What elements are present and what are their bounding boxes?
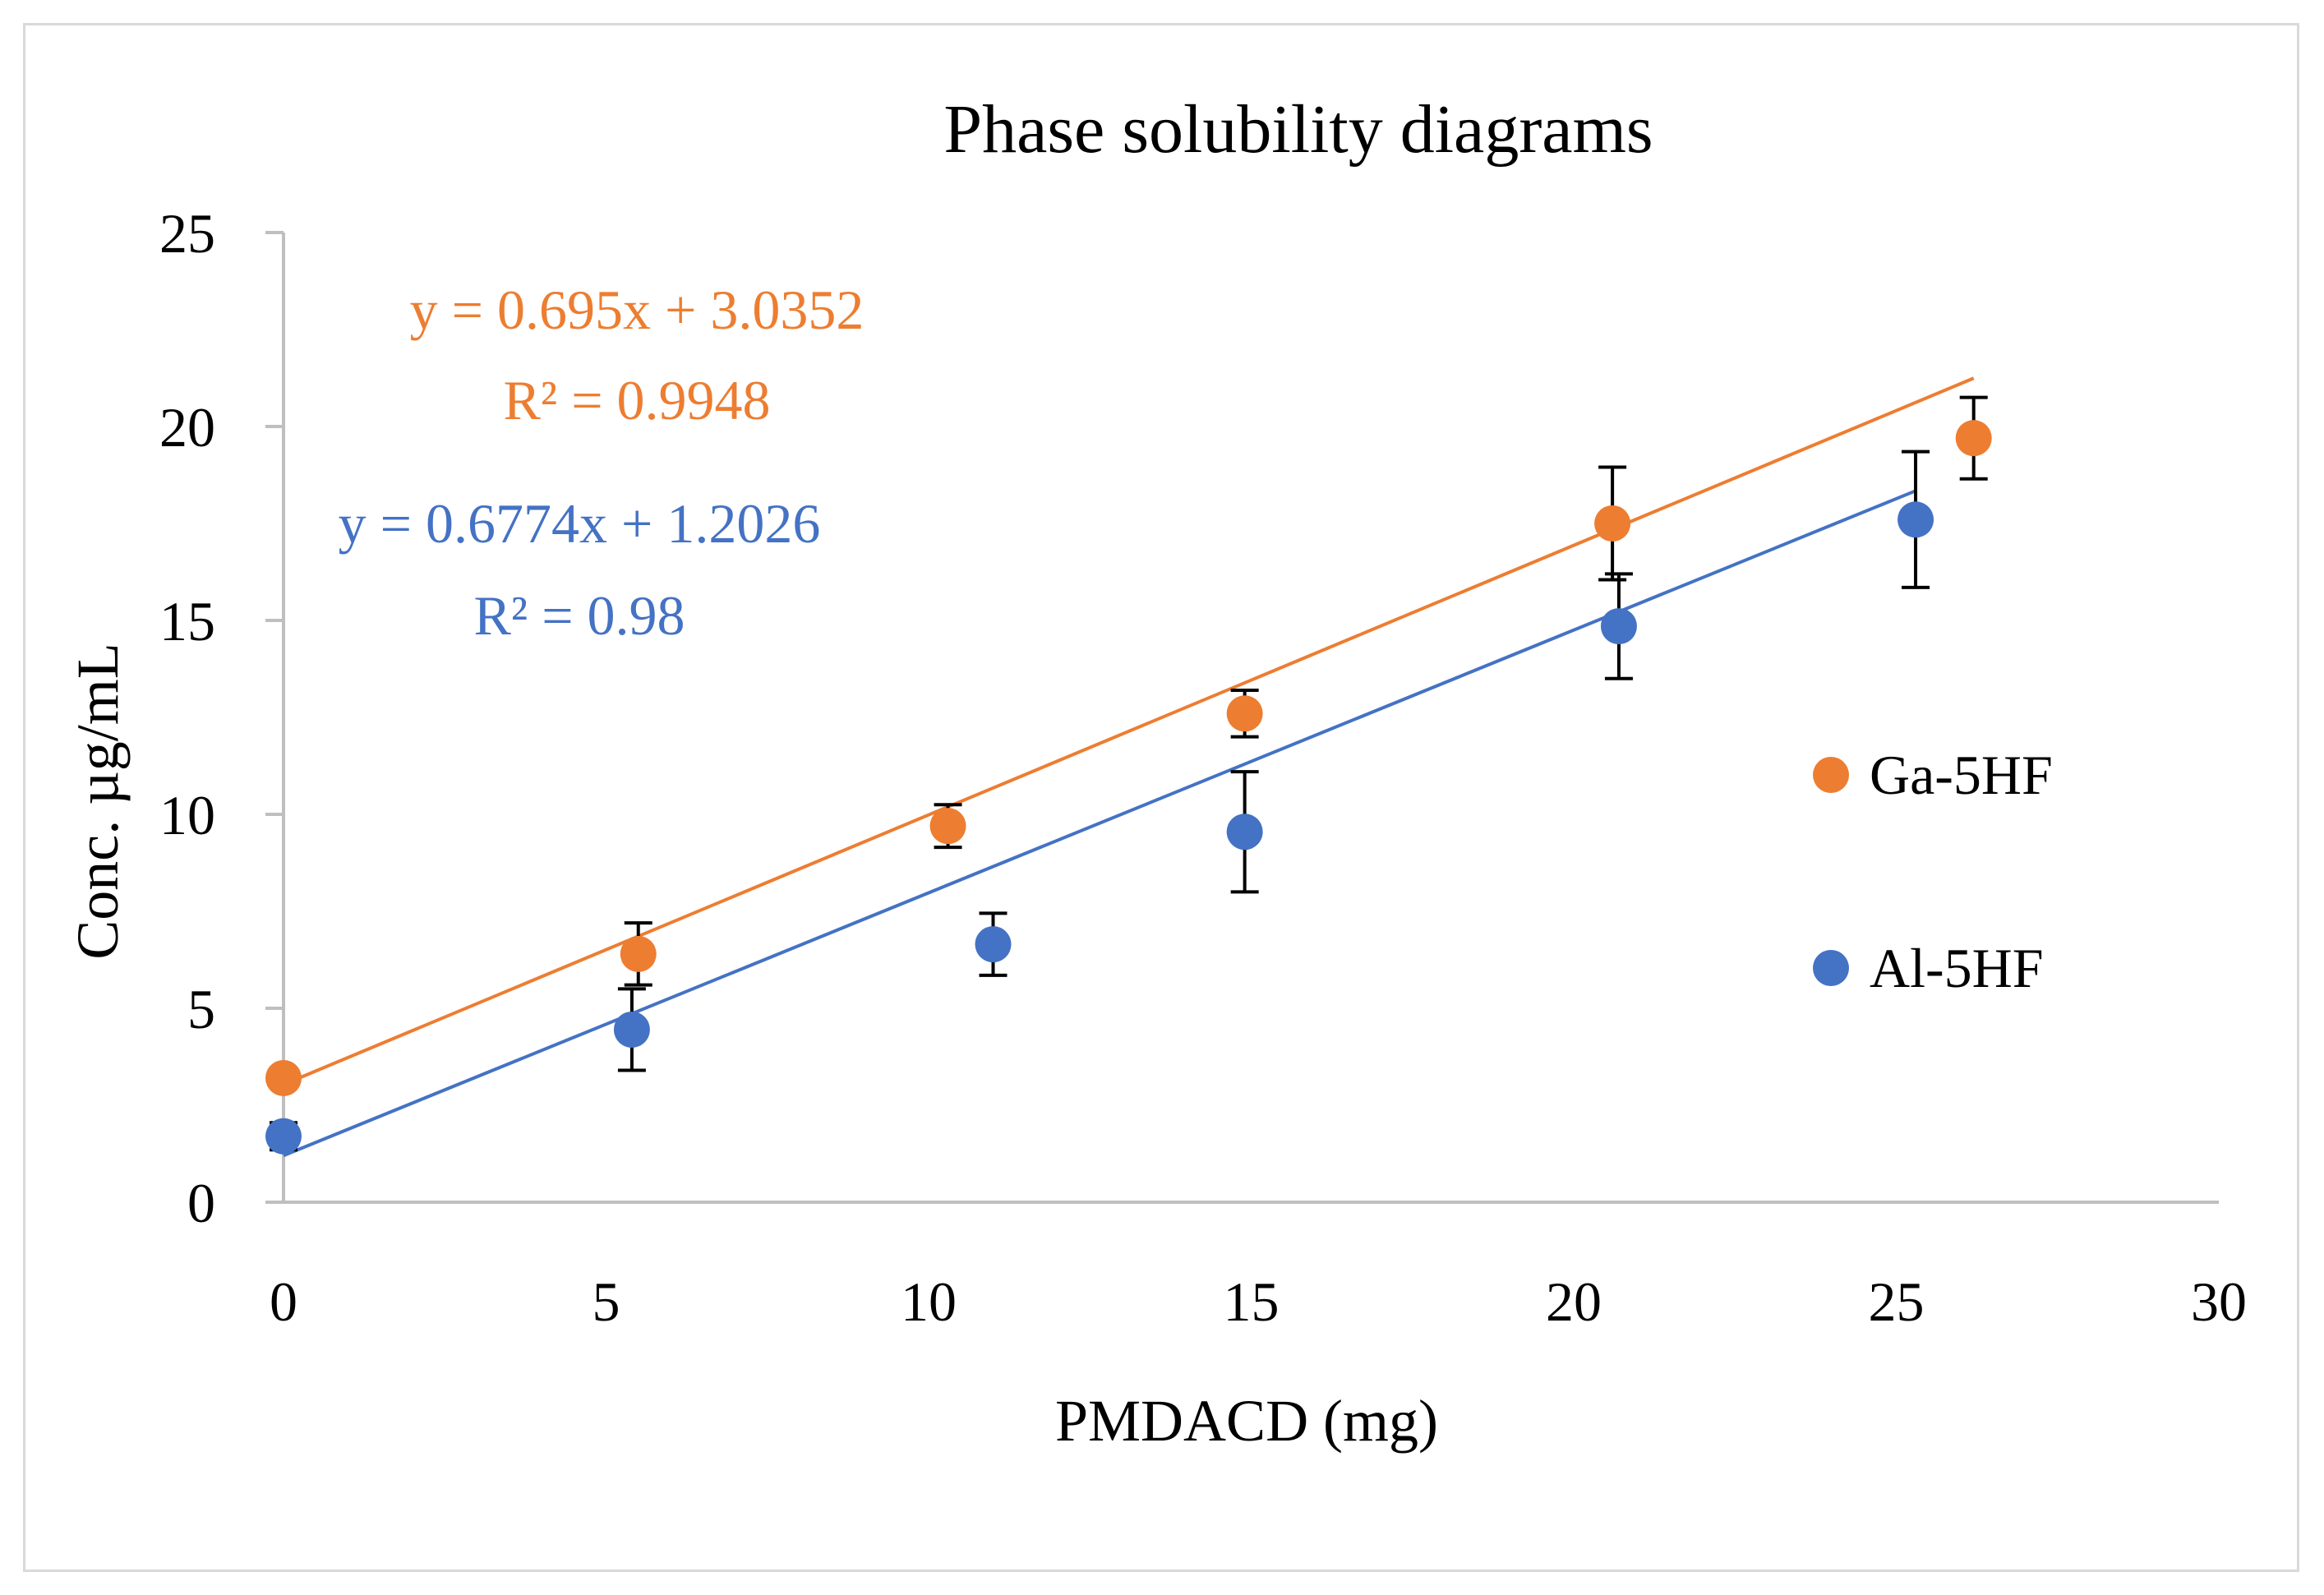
point-al-5hf xyxy=(1226,814,1263,851)
equation-al-5hf: y = 0.6774x + 1.2026 xyxy=(339,492,821,555)
trendline-ga-5hf xyxy=(283,376,1975,1086)
y-tick-label: 20 xyxy=(159,396,215,459)
x-tick-label: 5 xyxy=(593,1270,620,1333)
point-ga-5hf xyxy=(929,808,966,845)
chart-title: Phase solubility diagrams xyxy=(943,91,1653,168)
y-tick-label: 25 xyxy=(159,202,215,265)
legend-marker-ga-5hf xyxy=(1813,757,1849,793)
legend-label-ga-5hf: Ga-5HF xyxy=(1870,744,2053,806)
x-tick-label: 30 xyxy=(2191,1270,2247,1333)
point-ga-5hf xyxy=(620,935,657,972)
x-tick-label: 10 xyxy=(901,1270,957,1333)
r2-ga-5hf: R² = 0.9948 xyxy=(503,369,770,431)
legend-label-al-5hf: Al-5HF xyxy=(1870,937,2044,999)
equation-ga-5hf: y = 0.695x + 3.0352 xyxy=(410,279,865,341)
x-axis-label: PMDACD (mg) xyxy=(1055,1388,1438,1454)
point-ga-5hf xyxy=(1594,505,1631,542)
y-tick-label: 10 xyxy=(159,784,215,846)
data-points xyxy=(265,420,1992,1155)
y-tick-label: 15 xyxy=(159,590,215,652)
point-al-5hf xyxy=(975,926,1012,963)
x-tick-label: 0 xyxy=(270,1270,297,1333)
point-al-5hf xyxy=(613,1011,650,1048)
y-tick-label: 0 xyxy=(187,1172,215,1234)
legend: Ga-5HF Al-5HF xyxy=(1813,744,2053,999)
x-tick-label: 15 xyxy=(1224,1270,1280,1333)
trendlines xyxy=(283,376,1975,1158)
point-ga-5hf xyxy=(1955,420,1992,457)
point-al-5hf xyxy=(1600,608,1637,645)
y-tick-label: 5 xyxy=(187,978,215,1040)
point-ga-5hf xyxy=(265,1059,302,1096)
y-axis-label: Conc. µg/mL xyxy=(65,643,131,959)
x-tick-label: 25 xyxy=(1869,1270,1925,1333)
point-al-5hf xyxy=(265,1118,302,1155)
point-al-5hf xyxy=(1897,501,1934,538)
x-tick-label: 20 xyxy=(1546,1270,1602,1333)
axes xyxy=(265,231,2219,1204)
r2-al-5hf: R² = 0.98 xyxy=(473,584,685,647)
tick-labels: 0 5 10 15 20 25 0 5 10 15 20 25 30 xyxy=(159,202,2247,1333)
point-ga-5hf xyxy=(1226,695,1263,732)
legend-marker-al-5hf xyxy=(1813,950,1849,986)
trendline-al-5hf xyxy=(283,489,1916,1158)
